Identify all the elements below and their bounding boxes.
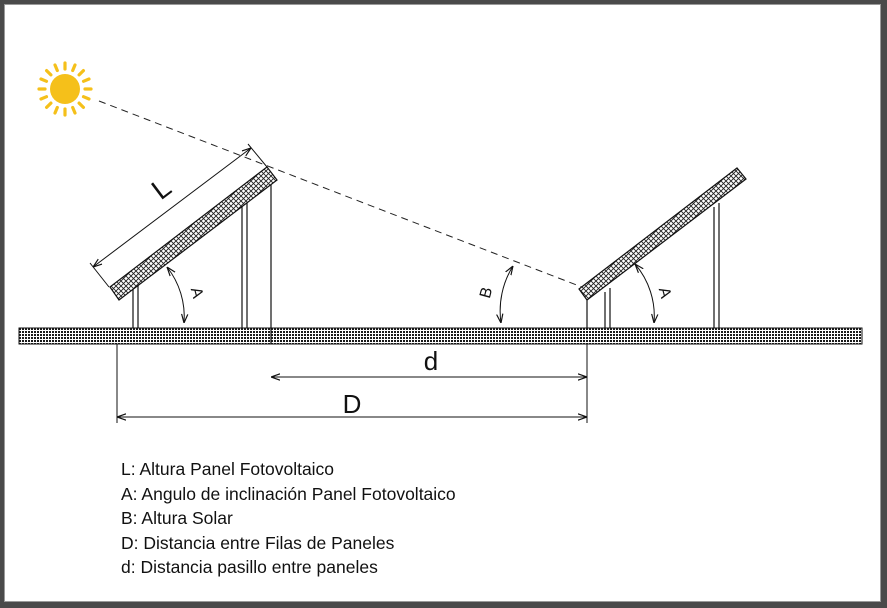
label-d-small: d — [424, 346, 438, 376]
solar-panel-spacing-diagram: L A B A d D — [18, 61, 863, 423]
ground — [18, 327, 863, 345]
diagram-frame: L A B A d D L: Altura Panel Fotovoltaico… — [4, 4, 881, 602]
left-solar-panel — [109, 166, 278, 301]
label-l: L — [146, 171, 177, 205]
label-b: B — [477, 285, 496, 300]
angle-a-left-arc — [167, 267, 184, 323]
right-solar-panel — [578, 167, 747, 301]
angle-a-right-arc — [635, 264, 654, 323]
sun-icon — [37, 61, 93, 117]
legend: L: Altura Panel Fotovoltaico A: Angulo d… — [121, 457, 456, 580]
legend-item-b: B: Altura Solar — [121, 508, 233, 529]
sun-ray-line — [98, 100, 588, 290]
legend-item-l: L: Altura Panel Fotovoltaico — [121, 459, 335, 479]
legend-item-d-large: D: Distancia entre Filas de Paneles — [121, 532, 395, 553]
legend-item-a: A: Angulo de inclinación Panel Fotovolta… — [121, 483, 456, 504]
label-a-right: A — [655, 285, 674, 300]
label-a-left: A — [187, 285, 206, 300]
label-d-large: D — [343, 389, 362, 419]
distance-dimension-d — [271, 344, 588, 423]
distance-dimension-D — [116, 344, 587, 423]
right-panel-supports — [586, 203, 720, 328]
legend-item-d-small: d: Distancia pasillo entre paneles — [121, 557, 378, 578]
angle-b-arc — [500, 266, 513, 323]
length-dimension-l — [89, 143, 268, 288]
